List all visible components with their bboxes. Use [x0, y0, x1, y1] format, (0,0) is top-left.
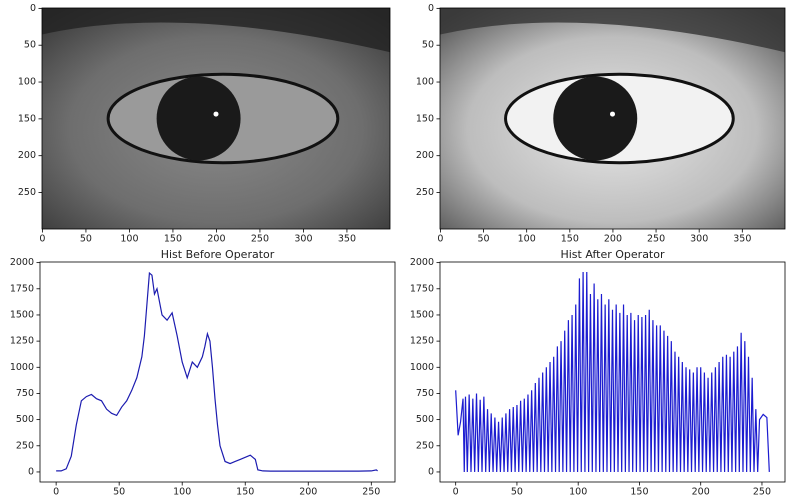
y-tick-label: 200 — [18, 150, 36, 161]
y-tick-label: 500 — [416, 414, 434, 425]
x-tick-label: 200 — [299, 487, 317, 495]
x-tick-label: 0 — [53, 487, 59, 495]
x-tick-label: 100 — [173, 487, 191, 495]
histogram-line — [56, 271, 378, 472]
x-tick-label: 100 — [120, 234, 138, 245]
y-tick-label: 100 — [416, 77, 434, 88]
image-brow — [42, 8, 390, 53]
x-tick-label: 150 — [164, 234, 182, 245]
y-tick-label: 1750 — [410, 283, 434, 294]
x-tick-label: 150 — [236, 487, 254, 495]
x-tick-label: 50 — [80, 234, 92, 245]
x-tick-label: 50 — [113, 487, 125, 495]
y-tick-label: 0 — [30, 3, 36, 14]
image-iris — [553, 76, 638, 161]
axes-frame — [439, 261, 786, 483]
x-tick-label: 250 — [647, 234, 665, 245]
image-glint — [610, 111, 615, 117]
x-tick-label: 250 — [753, 487, 771, 495]
image-iris — [156, 76, 241, 161]
y-tick-label: 0 — [28, 466, 34, 477]
x-tick-label: 0 — [453, 487, 459, 495]
y-tick-label: 1000 — [10, 362, 34, 373]
y-tick-label: 150 — [416, 113, 434, 124]
y-tick-label: 250 — [18, 187, 36, 198]
image-brow — [440, 8, 785, 53]
x-tick-label: 0 — [39, 234, 45, 245]
y-tick-label: 150 — [18, 113, 36, 124]
x-tick-label: 350 — [338, 234, 356, 245]
y-tick-label: 2000 — [10, 257, 34, 268]
y-tick-label: 1750 — [10, 283, 34, 294]
y-tick-label: 1500 — [410, 309, 434, 320]
x-tick-label: 200 — [692, 487, 710, 495]
histogram-line — [455, 272, 770, 472]
y-tick-label: 1250 — [10, 336, 34, 347]
x-tick-label: 250 — [362, 487, 380, 495]
y-tick-label: 100 — [18, 77, 36, 88]
y-tick-label: 200 — [416, 150, 434, 161]
y-tick-label: 50 — [422, 40, 434, 51]
image-glint — [213, 111, 219, 117]
chart-title: Hist Before Operator — [161, 248, 275, 261]
x-tick-label: 200 — [604, 234, 622, 245]
x-tick-label: 150 — [630, 487, 648, 495]
y-tick-label: 1250 — [410, 336, 434, 347]
y-tick-label: 250 — [416, 187, 434, 198]
axes-frame — [39, 261, 396, 483]
x-tick-label: 100 — [518, 234, 536, 245]
y-tick-label: 2000 — [410, 257, 434, 268]
x-tick-label: 250 — [251, 234, 269, 245]
y-tick-label: 500 — [16, 414, 34, 425]
x-tick-label: 300 — [690, 234, 708, 245]
x-tick-label: 0 — [437, 234, 443, 245]
y-tick-label: 0 — [428, 466, 434, 477]
chart-title: Hist After Operator — [560, 248, 664, 261]
y-tick-label: 1000 — [410, 362, 434, 373]
x-tick-label: 50 — [478, 234, 490, 245]
y-tick-label: 1500 — [10, 309, 34, 320]
y-tick-label: 750 — [16, 388, 34, 399]
x-tick-label: 200 — [207, 234, 225, 245]
x-tick-label: 300 — [294, 234, 312, 245]
x-tick-label: 100 — [569, 487, 587, 495]
x-tick-label: 150 — [561, 234, 579, 245]
y-tick-label: 750 — [416, 388, 434, 399]
y-tick-label: 50 — [24, 40, 36, 51]
y-tick-label: 250 — [16, 440, 34, 451]
y-tick-label: 0 — [428, 3, 434, 14]
y-tick-label: 250 — [416, 440, 434, 451]
x-tick-label: 350 — [733, 234, 751, 245]
x-tick-label: 50 — [511, 487, 523, 495]
